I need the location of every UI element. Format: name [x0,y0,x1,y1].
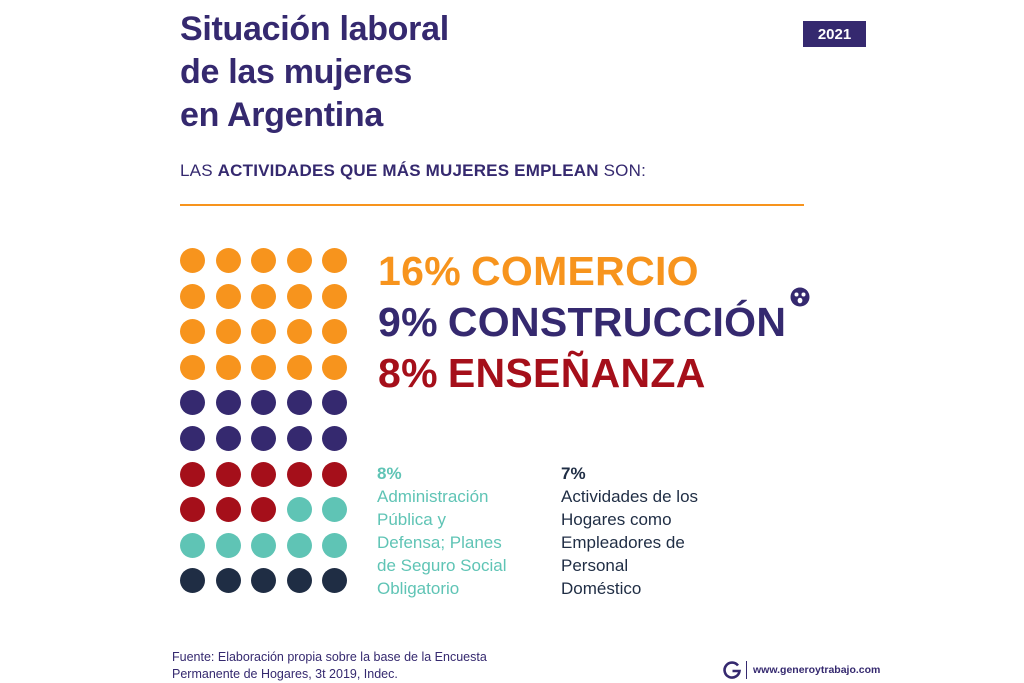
dot-comercio [251,248,276,273]
stat-ensenanza: 8% ENSEÑANZA [378,348,786,399]
page-title: Situación laboral de las mujeres en Arge… [180,8,449,137]
subtitle-suffix: SON: [598,161,646,180]
dot-construccion [215,390,241,416]
top-activities: 16% COMERCIO 9% CONSTRUCCIÓN 8% ENSEÑANZA [378,246,786,399]
stat-comercio: 16% COMERCIO [378,246,786,297]
dot-administracion [286,532,312,558]
dot-ensenanza [215,497,241,523]
dot-comercio [322,319,347,345]
stat-administracion-label: Administración Pública y Defensa; Planes… [377,487,507,598]
title-line-1: Situación laboral [180,10,449,48]
subtitle-prefix: LAS [180,161,218,180]
dot-comercio [286,283,312,309]
dot-ensenanza [322,461,347,487]
dot-hogares [215,568,241,594]
dot-administracion [251,532,276,558]
dot-comercio [286,319,312,345]
dot-construccion [286,426,312,451]
dot-comercio [251,319,276,345]
dot-construccion [215,426,241,451]
dot-comercio [286,354,312,380]
dot-comercio [180,248,205,273]
dot-comercio [215,248,241,273]
dot-comercio [215,319,241,345]
dot-administracion [215,532,241,558]
dot-ensenanza [180,497,205,523]
dot-construccion [286,390,312,416]
dot-ensenanza [215,461,241,487]
stat-comercio-percent: 16% [378,248,461,294]
stat-hogares: 7% Actividades de los Hogares como Emple… [561,462,698,600]
dot-comercio [322,354,347,380]
stat-hogares-label: Actividades de los Hogares como Empleado… [561,487,699,598]
dot-comercio [180,319,205,345]
year-badge: 2021 [803,21,866,47]
stat-construccion: 9% CONSTRUCCIÓN [378,297,786,348]
dot-construccion [322,426,347,451]
dot-comercio [286,248,312,273]
stat-construccion-label: CONSTRUCCIÓN [447,299,787,345]
stat-comercio-label: COMERCIO [470,248,699,294]
dot-administracion [286,497,312,523]
dot-ensenanza [286,461,312,487]
dot-hogares [322,568,347,594]
dot-comercio [215,354,241,380]
dot-comercio [180,283,205,309]
dot-construccion [180,390,205,416]
dot-construccion [180,426,205,451]
stat-administracion: 8% Administración Pública y Defensa; Pla… [377,462,506,600]
dot-hogares [251,568,276,594]
dot-comercio [322,283,347,309]
stat-ensenanza-label: ENSEÑANZA [447,350,706,396]
website-url[interactable]: www.generoytrabajo.com [753,664,881,676]
dot-administracion [322,532,347,558]
website-separator [746,661,747,679]
dot-ensenanza [180,461,205,487]
dot-construccion [251,390,276,416]
dot-hogares [286,568,312,594]
stat-administracion-percent: 8% [377,464,402,483]
subtitle: LAS ACTIVIDADES QUE MÁS MUJERES EMPLEAN … [180,161,646,181]
dot-comercio [180,354,205,380]
surprised-face-icon [790,287,810,307]
stat-ensenanza-percent: 8% [378,350,438,396]
stat-construccion-percent: 9% [378,299,438,345]
dot-comercio [251,354,276,380]
title-line-2: de las mujeres [180,53,413,91]
website-credit: www.generoytrabajo.com [722,660,880,680]
source-note: Fuente: Elaboración propia sobre la base… [172,650,487,681]
subtitle-bold: ACTIVIDADES QUE MÁS MUJERES EMPLEAN [217,161,599,180]
dot-comercio [215,283,241,309]
orange-divider [180,204,804,206]
dot-comercio [322,248,347,273]
dot-comercio [251,283,276,309]
dot-construccion [251,426,276,451]
dot-ensenanza [251,461,276,487]
dot-hogares [180,568,205,594]
dot-administracion [180,532,205,558]
title-line-3: en Argentina [180,96,383,134]
dot-administracion [322,497,347,523]
stat-hogares-percent: 7% [561,464,586,483]
dot-construccion [322,390,347,416]
generoytrabajo-logo-icon [723,661,741,679]
dot-ensenanza [251,497,276,523]
